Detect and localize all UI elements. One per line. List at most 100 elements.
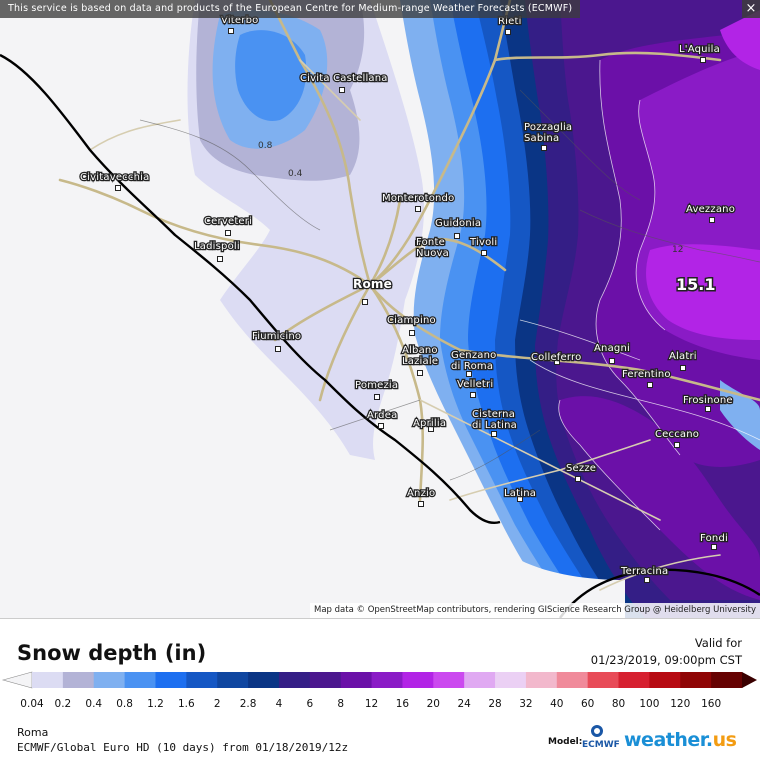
city-label-cerveteri[interactable]: Cerveteri — [203, 215, 253, 229]
scale-swatch — [711, 672, 743, 688]
contour-label-0.8: 0.8 — [258, 141, 273, 151]
city-label-anagni[interactable]: Anagni — [593, 342, 631, 356]
scale-swatch — [618, 672, 650, 688]
ecmwf-notice: This service is based on data and produc… — [0, 0, 581, 18]
city-label-genzano-di-roma[interactable]: Genzano di Roma — [450, 349, 498, 374]
snow-band-se-light — [720, 380, 760, 450]
city-dot-icon — [481, 250, 487, 256]
city-dot-icon — [466, 371, 472, 377]
close-icon[interactable]: × — [742, 0, 760, 18]
scale-tick-label: 120 — [670, 698, 691, 710]
contour-lines — [519, 59, 760, 531]
city-label-fondi[interactable]: Fondi — [699, 532, 729, 546]
city-label-civita-castellana[interactable]: Civita Castellana — [299, 72, 389, 86]
city-label-rieti[interactable]: Rieti — [497, 15, 523, 29]
city-label-anzio[interactable]: Anzio — [406, 487, 437, 501]
scale-swatch — [248, 672, 280, 688]
city-dot-icon — [275, 346, 281, 352]
city-dot-icon — [225, 230, 231, 236]
legend-panel: Snow depth (in) Valid for 01/23/2019, 09… — [0, 618, 760, 761]
city-dot-icon — [378, 423, 384, 429]
city-label-frosinone[interactable]: Frosinone — [682, 394, 734, 408]
city-label-pomezia[interactable]: Pomezia — [354, 379, 400, 393]
city-label-sezze[interactable]: Sezze — [565, 462, 598, 476]
city-label-cisterna-di-latina[interactable]: Cisterna di Latina — [471, 408, 518, 433]
scale-tick-label: 80 — [611, 698, 626, 710]
scale-tick-label: 40 — [550, 698, 564, 710]
city-label-civitavecchia[interactable]: Civitavecchia — [79, 171, 151, 185]
scale-left-arrow — [1, 671, 33, 689]
city-label-rome[interactable]: Rome — [352, 276, 393, 293]
city-label-guidonia[interactable]: Guidonia — [434, 217, 483, 231]
ecmwf-logo: ECMWF — [582, 725, 620, 755]
city-label-alatri[interactable]: Alatri — [668, 350, 698, 364]
scale-tick-label: 1.2 — [147, 698, 164, 710]
scale-swatch — [402, 672, 434, 688]
city-label-aprilia[interactable]: Aprilia — [412, 417, 448, 431]
city-label-ferentino[interactable]: Ferentino — [621, 368, 672, 382]
city-dot-icon — [115, 185, 121, 191]
scale-tick-label: 0.4 — [85, 698, 103, 710]
city-label-fiumicino[interactable]: Fiumicino — [251, 330, 303, 344]
model-run-label: ECMWF/Global Euro HD (10 days) from 01/1… — [17, 741, 349, 754]
city-label-fonte-nuova[interactable]: Fonte Nuova — [415, 236, 450, 261]
scale-tick-label: 24 — [457, 698, 471, 710]
snow-band-east-20 — [646, 244, 760, 340]
color-scale — [1, 671, 757, 689]
city-label-velletri[interactable]: Velletri — [456, 378, 495, 392]
scale-swatch — [680, 672, 712, 688]
scale-swatch — [62, 672, 95, 688]
city-label-ceccano[interactable]: Ceccano — [654, 428, 701, 442]
scale-tick-label: 1.6 — [177, 698, 195, 710]
location-label: Roma — [17, 726, 49, 739]
city-label-colleferro[interactable]: Colleferro — [530, 351, 583, 365]
city-label-ciampino[interactable]: Ciampino — [386, 314, 437, 328]
scale-swatch — [556, 672, 589, 688]
city-dot-icon — [491, 431, 497, 437]
city-label-avezzano[interactable]: Avezzano — [685, 203, 736, 217]
scale-tick-label: 12 — [364, 698, 379, 710]
city-dot-icon — [674, 442, 680, 448]
sea-area — [0, 55, 760, 618]
city-label-albano-laziale[interactable]: Albano Laziale — [401, 344, 440, 369]
city-label-terracina[interactable]: Terracina — [619, 565, 670, 579]
city-dot-icon — [454, 233, 460, 239]
valid-time: 01/23/2019, 09:00pm CST — [590, 653, 742, 667]
scale-ticks: 0.04 0.2 0.4 0.8 1.2 1.6 2 2.8 4 6 8 12 16 20 24 28 32 40… — [0, 698, 760, 712]
scale-tick-label: 16 — [395, 698, 410, 710]
city-dot-icon — [415, 240, 421, 246]
scale-right-arrow — [742, 672, 757, 688]
city-dot-icon — [541, 145, 547, 151]
scale-swatch — [155, 672, 187, 688]
city-label-tivoli[interactable]: Tivoli — [468, 236, 499, 250]
city-label-monterotondo[interactable]: Monterotondo — [381, 192, 456, 206]
city-dot-icon — [554, 359, 560, 365]
city-dot-icon — [409, 330, 415, 336]
city-dot-icon — [517, 496, 523, 502]
city-dot-icon — [362, 299, 368, 305]
scale-swatch — [340, 672, 373, 688]
city-dot-icon — [647, 382, 653, 388]
scale-tick-label: 20 — [426, 698, 440, 710]
snow-depth-map[interactable]: Viterbo Rieti L'Aquila Civita Castellana Poz… — [0, 0, 760, 618]
weather-us-logo[interactable]: weather.us — [624, 729, 737, 751]
city-dot-icon — [217, 256, 223, 262]
admin-boundaries — [139, 89, 760, 481]
city-dot-icon — [339, 87, 345, 93]
city-label-pozzaglia-sabina[interactable]: Pozzaglia Sabina — [523, 121, 574, 146]
scale-tick-label: 4 — [275, 698, 283, 710]
valid-time-block: Valid for 01/23/2019, 09:00pm CST — [591, 635, 744, 669]
contour-label-0.4: 0.4 — [288, 169, 303, 179]
scale-swatch — [464, 672, 496, 688]
city-label-l-aquila[interactable]: L'Aquila — [678, 43, 721, 57]
brand-tld: us — [712, 729, 737, 751]
minor-roads — [89, 59, 721, 591]
city-label-ardea[interactable]: Ardea — [366, 409, 399, 423]
city-label-ladispoli[interactable]: Ladispoli — [193, 240, 241, 254]
snow-band-1.2 — [235, 30, 307, 121]
snow-band-east-24 — [720, 10, 760, 70]
scale-swatch — [278, 672, 311, 688]
city-label-latina[interactable]: Latina — [503, 487, 537, 501]
scale-swatch — [186, 672, 218, 688]
